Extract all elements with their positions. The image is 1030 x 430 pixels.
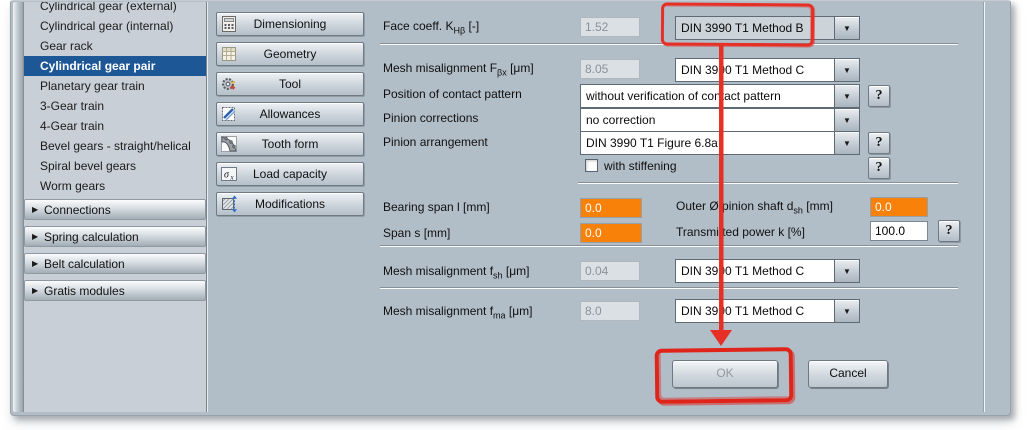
span-s-label: Span s [mm] (383, 226, 451, 240)
outer-shaft-input[interactable] (870, 197, 928, 217)
mesh-misalignment-fma-label: Mesh misalignment fma [μm] (383, 304, 533, 321)
chevron-down-icon[interactable]: ▼ (834, 109, 859, 131)
modifications-icon (220, 195, 238, 213)
sidebar-item-planetary-gear-train[interactable]: Planetary gear train (40, 79, 145, 93)
mesh-misalignment-fbx-method-dropdown[interactable]: DIN 3990 T1 Method C ▼ (675, 58, 860, 82)
geometry-button[interactable]: Geometry (216, 42, 364, 66)
chevron-right-icon: ▶ (32, 259, 39, 268)
separator (380, 43, 958, 45)
allowances-button[interactable]: Allowances (216, 102, 364, 126)
mesh-misalignment-fbx-input[interactable] (580, 59, 640, 79)
span-s-input[interactable] (580, 223, 642, 243)
face-coeff-method-dropdown[interactable]: DIN 3990 T1 Method B ▼ (675, 16, 860, 40)
sidebar-item-bevel-gears[interactable]: Bevel gears - straight/helical (40, 139, 191, 153)
sidebar-item-cylindrical-gear-internal[interactable]: Cylindrical gear (internal) (40, 19, 174, 33)
sidebar-item-4-gear-train[interactable]: 4-Gear train (40, 119, 105, 133)
bearing-span-input[interactable] (580, 198, 642, 218)
mesh-misalignment-fsh-label: Mesh misalignment fsh [μm] (383, 264, 530, 281)
sidebar-item-cylindrical-gear-pair[interactable]: Cylindrical gear pair (24, 56, 206, 76)
accordion-gratis-modules[interactable]: ▶ Gratis modules (24, 280, 206, 301)
mesh-misalignment-fma-method-dropdown[interactable]: DIN 3990 T1 Method C ▼ (675, 299, 860, 323)
with-stiffening-label: with stiffening (604, 159, 677, 173)
chevron-right-icon: ▶ (32, 286, 39, 295)
annotation-arrow-line (719, 45, 723, 331)
sidebar-item-worm-gears[interactable]: Worm gears (40, 179, 106, 193)
annotation-highlight-ok-button (654, 347, 794, 404)
chevron-down-icon[interactable]: ▼ (834, 132, 859, 154)
gear-icon (220, 75, 238, 93)
sidebar-item-gear-rack[interactable]: Gear rack (40, 39, 93, 53)
chevron-down-icon[interactable]: ▼ (834, 59, 859, 81)
annotation-highlight-method-dropdown (660, 2, 815, 47)
pinion-arrangement-help-button[interactable]: ? (868, 132, 890, 154)
mesh-misalignment-fsh-input[interactable] (580, 261, 640, 281)
mesh-misalignment-fma-input[interactable] (580, 301, 640, 321)
with-stiffening-checkbox[interactable] (585, 159, 598, 172)
transmitted-power-help-button[interactable]: ? (938, 220, 960, 242)
chevron-down-icon[interactable]: ▼ (834, 260, 859, 282)
transmitted-power-input[interactable] (870, 221, 928, 241)
module-tree-sidebar: Cylindrical gear (external) Cylindrical … (24, 2, 206, 412)
calculator-icon (220, 15, 238, 33)
separator (380, 287, 958, 289)
panel-right-edge (983, 2, 985, 412)
face-coeff-input[interactable] (580, 17, 640, 37)
svg-text:x: x (230, 174, 235, 182)
outer-shaft-label: Outer Ø pinion shaft dsh [mm] (676, 199, 833, 216)
pinion-arrangement-label: Pinion arrangement (383, 135, 488, 149)
allowances-icon (220, 105, 238, 123)
sidebar-item-cylindrical-gear-external[interactable]: Cylindrical gear (external) (40, 2, 177, 13)
tooth-form-icon (220, 135, 238, 153)
annotation-arrow-head-icon (710, 330, 732, 346)
accordion-spring-calculation[interactable]: ▶ Spring calculation (24, 226, 206, 247)
pinion-corrections-label: Pinion corrections (383, 111, 479, 125)
chevron-down-icon[interactable]: ▼ (834, 85, 859, 107)
chevron-right-icon: ▶ (32, 205, 39, 214)
separator (578, 182, 958, 184)
face-coeff-label: Face coeff. KHβ [-] (383, 19, 480, 36)
sidebar-divider (206, 2, 208, 412)
dimensioning-button[interactable]: Dimensioning (216, 12, 364, 36)
chevron-down-icon[interactable]: ▼ (834, 17, 859, 39)
stiffening-help-button[interactable]: ? (868, 157, 890, 179)
svg-text:σ: σ (224, 170, 230, 181)
mesh-misalignment-fsh-method-dropdown[interactable]: DIN 3990 T1 Method C ▼ (675, 259, 860, 283)
modifications-button[interactable]: Modifications (216, 192, 364, 216)
sidebar-item-3-gear-train[interactable]: 3-Gear train (40, 99, 105, 113)
ok-button[interactable]: OK (672, 360, 778, 388)
accordion-connections[interactable]: ▶ Connections (24, 199, 206, 220)
tool-button[interactable]: Tool (216, 72, 364, 96)
contact-pattern-label: Position of contact pattern (383, 87, 522, 101)
separator (380, 245, 958, 247)
accordion-belt-calculation[interactable]: ▶ Belt calculation (24, 253, 206, 274)
mesh-misalignment-fbx-label: Mesh misalignment Fβx [μm] (383, 61, 534, 78)
chevron-right-icon: ▶ (32, 232, 39, 241)
transmitted-power-label: Transmitted power k [%] (676, 225, 805, 239)
contact-pattern-help-button[interactable]: ? (868, 85, 890, 107)
sidebar-item-spiral-bevel-gears[interactable]: Spiral bevel gears (40, 159, 137, 173)
chevron-down-icon[interactable]: ▼ (834, 300, 859, 322)
cancel-button[interactable]: Cancel (808, 360, 888, 388)
grid-icon (220, 45, 238, 63)
bearing-span-label: Bearing span l [mm] (383, 200, 490, 214)
tooth-form-button[interactable]: Tooth form (216, 132, 364, 156)
collapsed-splitter[interactable] (13, 2, 24, 412)
